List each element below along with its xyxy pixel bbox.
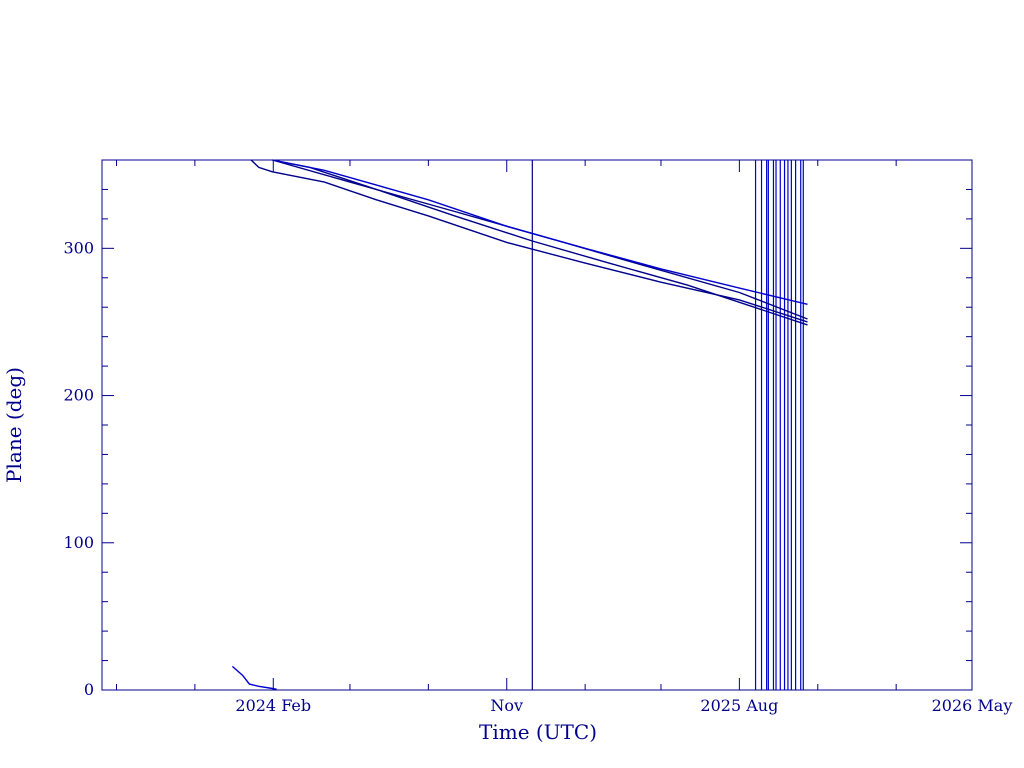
y-tick-label: 200 <box>63 386 94 405</box>
series-line <box>250 159 808 323</box>
x-tick-label: 2024 Feb <box>235 696 311 715</box>
axis-ticks <box>102 159 973 691</box>
series-line <box>231 665 277 690</box>
x-axis-label: Time (UTC) <box>479 720 597 744</box>
y-tick-labels: 0 100 200 300 <box>63 238 94 699</box>
plot-frame <box>101 159 973 691</box>
x-tick-label: 2026 May <box>932 696 1013 715</box>
series-lines <box>231 159 808 690</box>
y-tick-label: 100 <box>63 533 94 552</box>
x-tick-labels: 2024 Feb Nov 2025 Aug 2026 May <box>235 696 1012 715</box>
series-line <box>272 159 808 305</box>
series-line <box>272 159 808 320</box>
x-tick-label: 2025 Aug <box>700 696 778 715</box>
y-tick-label: 0 <box>84 680 94 699</box>
y-tick-label: 300 <box>63 238 94 257</box>
vertical-event-lines <box>531 160 804 690</box>
series-line <box>272 159 808 326</box>
y-axis-label: Plane (deg) <box>2 367 26 483</box>
x-tick-label: Nov <box>490 696 523 715</box>
